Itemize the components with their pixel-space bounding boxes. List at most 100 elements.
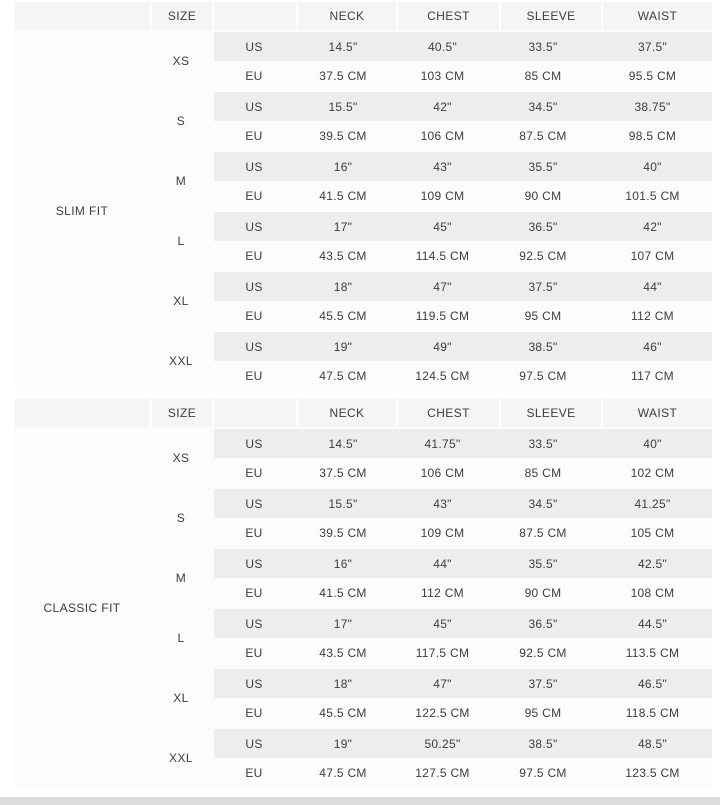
size-label: L	[177, 234, 185, 248]
waist-cell: 41.25"	[634, 496, 671, 511]
chest-cell: 106 CM	[420, 465, 465, 480]
neck-cell: 16"	[333, 556, 353, 571]
neck-cell: 43.5 CM	[319, 645, 367, 660]
measurement-row: EU 45.5 CM 122.5 CM 95 CM 118.5 CM	[214, 698, 712, 727]
measurement-row: US 16" 43" 35.5" 40"	[214, 152, 712, 181]
header-cell-size: SIZE	[152, 2, 212, 30]
neck-cell: 41.5 CM	[319, 188, 367, 203]
size-group: S US 15.5" 42" 34.5" 38.75" EU 39.5 CM 106 CM 87.…	[150, 92, 712, 150]
size-label-cell: XL	[150, 272, 212, 330]
waist-cell: 101.5 CM	[625, 188, 680, 203]
header-cell-unit	[214, 2, 296, 30]
neck-cell: 16"	[333, 159, 353, 174]
size-label: M	[175, 571, 187, 585]
size-label-cell: XXL	[150, 332, 212, 390]
size-label: S	[176, 511, 186, 525]
waist-cell: 37.5"	[637, 39, 668, 54]
size-label: M	[175, 174, 187, 188]
size-group: XXL US 19" 50.25" 38.5" 48.5" EU 47.5 CM 127.5 C…	[150, 729, 712, 787]
unit-cell: US	[245, 159, 263, 174]
measurement-rows: US 15.5" 43" 34.5" 41.25" EU 39.5 CM 109 CM 87.5…	[212, 489, 712, 547]
size-group: XXL US 19" 49" 38.5" 46" EU 47.5 CM 124.5 CM 97.5…	[150, 332, 712, 390]
waist-cell: 117 CM	[631, 368, 674, 383]
waist-cell: 118.5 CM	[625, 705, 680, 720]
unit-cell: US	[245, 339, 263, 354]
neck-cell: 14.5"	[328, 39, 358, 54]
size-chart-table: SIZE NECK CHEST SLEEVE WAIST CLASSIC FIT XS US 1…	[14, 399, 712, 787]
measurement-row: EU 41.5 CM 112 CM 90 CM 108 CM	[214, 578, 712, 607]
sleeve-cell: 87.5 CM	[519, 525, 567, 540]
neck-cell: 47.5 CM	[319, 765, 367, 780]
header-row: SIZE NECK CHEST SLEEVE WAIST	[14, 399, 712, 427]
size-label-cell: M	[150, 152, 212, 210]
header-cell-chest: CHEST	[398, 399, 499, 427]
chest-cell: 50.25"	[424, 736, 461, 751]
measurement-row: US 19" 49" 38.5" 46"	[214, 332, 712, 361]
waist-cell: 42"	[643, 219, 662, 234]
measurement-rows: US 18" 47" 37.5" 44" EU 45.5 CM 119.5 CM 95 CM 11…	[212, 272, 712, 330]
chest-cell: 45"	[433, 219, 452, 234]
waist-cell: 40"	[643, 159, 662, 174]
size-label: XL	[173, 294, 189, 308]
size-group: XS US 14.5" 40.5" 33.5" 37.5" EU 37.5 CM 103 CM 8…	[150, 32, 712, 90]
sleeve-cell: 95 CM	[524, 308, 562, 323]
chest-cell: 109 CM	[420, 188, 465, 203]
measurement-row: EU 39.5 CM 109 CM 87.5 CM 105 CM	[214, 518, 712, 547]
size-group: L US 17" 45" 36.5" 44.5" EU 43.5 CM 117.5 CM 92.5…	[150, 609, 712, 667]
neck-cell: 43.5 CM	[319, 248, 367, 263]
neck-cell: 39.5 CM	[319, 128, 367, 143]
chest-cell: 45"	[433, 616, 452, 631]
unit-cell: EU	[245, 525, 263, 540]
size-group: XS US 14.5" 41.75" 33.5" 40" EU 37.5 CM 106 CM 85…	[150, 429, 712, 487]
waist-cell: 42.5"	[637, 556, 668, 571]
header-cell-size: SIZE	[152, 399, 212, 427]
measurement-rows: US 14.5" 40.5" 33.5" 37.5" EU 37.5 CM 103 CM 85 …	[212, 32, 712, 90]
measurement-rows: US 18" 47" 37.5" 46.5" EU 45.5 CM 122.5 CM 95 CM…	[212, 669, 712, 727]
waist-cell: 108 CM	[630, 585, 675, 600]
size-label-cell: S	[150, 92, 212, 150]
header-cell-waist: WAIST	[603, 2, 712, 30]
sleeve-cell: 90 CM	[524, 585, 562, 600]
size-group: XL US 18" 47" 37.5" 44" EU 45.5 CM 119.5 CM 95 CM…	[150, 272, 712, 330]
table-body: CLASSIC FIT XS US 14.5" 41.75" 33.5" 40" EU 37.5…	[14, 427, 712, 787]
chest-cell: 44"	[433, 556, 452, 571]
chest-cell: 40.5"	[427, 39, 458, 54]
unit-cell: EU	[245, 308, 263, 323]
measurement-row: EU 47.5 CM 124.5 CM 97.5 CM 117 CM	[214, 361, 712, 390]
unit-cell: EU	[245, 68, 263, 83]
sleeve-cell: 37.5"	[528, 676, 558, 691]
size-group: L US 17" 45" 36.5" 42" EU 43.5 CM 114.5 CM 92.5 C…	[150, 212, 712, 270]
size-label-cell: L	[150, 609, 212, 667]
measurement-rows: US 16" 43" 35.5" 40" EU 41.5 CM 109 CM 90 CM 101.…	[212, 152, 712, 210]
size-label-cell: XXL	[150, 729, 212, 787]
waist-cell: 46"	[643, 339, 662, 354]
table-body: SLIM FIT XS US 14.5" 40.5" 33.5" 37.5" EU 37.5 C…	[14, 30, 712, 390]
size-label: XS	[172, 54, 190, 68]
neck-cell: 19"	[333, 736, 353, 751]
measurement-rows: US 19" 49" 38.5" 46" EU 47.5 CM 124.5 CM 97.5 CM…	[212, 332, 712, 390]
size-group: XL US 18" 47" 37.5" 46.5" EU 45.5 CM 122.5 CM 95 …	[150, 669, 712, 727]
chest-cell: 47"	[433, 676, 452, 691]
unit-cell: US	[245, 279, 263, 294]
chest-cell: 112 CM	[421, 585, 464, 600]
neck-cell: 18"	[333, 279, 353, 294]
unit-cell: US	[245, 39, 263, 54]
size-label: XXL	[169, 354, 193, 368]
measurement-row: US 17" 45" 36.5" 44.5"	[214, 609, 712, 638]
sleeve-cell: 92.5 CM	[519, 248, 567, 263]
measurement-rows: US 15.5" 42" 34.5" 38.75" EU 39.5 CM 106 CM 87.5…	[212, 92, 712, 150]
size-label-cell: S	[150, 489, 212, 547]
sleeve-cell: 33.5"	[528, 436, 558, 451]
waist-cell: 102 CM	[630, 465, 675, 480]
unit-cell: US	[245, 219, 263, 234]
size-chart-table: SIZE NECK CHEST SLEEVE WAIST SLIM FIT XS US 14.5…	[14, 2, 712, 390]
measurement-row: EU 45.5 CM 119.5 CM 95 CM 112 CM	[214, 301, 712, 330]
measurement-row: US 14.5" 40.5" 33.5" 37.5"	[214, 32, 712, 61]
size-label: XL	[173, 691, 189, 705]
header-cell-chest: CHEST	[398, 2, 499, 30]
sleeve-cell: 38.5"	[528, 339, 558, 354]
waist-cell: 112 CM	[631, 308, 674, 323]
sleeve-cell: 87.5 CM	[519, 128, 567, 143]
fit-label-cell: SLIM FIT	[14, 32, 150, 390]
size-label: S	[176, 114, 186, 128]
